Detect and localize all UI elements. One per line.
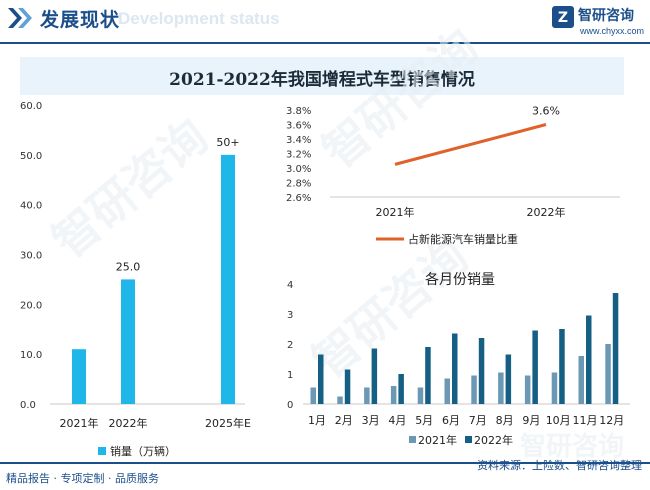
bar-2022	[586, 315, 592, 404]
y-tick-label: 2.6%	[286, 193, 311, 204]
x-tick-label: 11月	[573, 414, 598, 427]
data-label: 25.0	[116, 260, 141, 273]
bar-2021	[471, 375, 477, 404]
legend-label: 2021年	[418, 433, 457, 447]
x-tick-label: 2022年	[527, 205, 566, 219]
bar	[121, 279, 135, 404]
chevron-arrows-icon	[8, 8, 32, 28]
y-tick-label: 3.8%	[286, 106, 311, 117]
watermark-mark: 智研咨询	[312, 19, 488, 179]
y-tick-label: 3.0%	[286, 164, 311, 175]
x-tick-label: 6月	[442, 414, 460, 427]
y-tick-label: 3.2%	[286, 150, 311, 161]
legend-swatch	[465, 436, 472, 443]
bar-2021	[417, 387, 424, 404]
y-tick-label: 3.4%	[286, 135, 311, 146]
bar-2022	[398, 374, 404, 404]
bar-2022	[559, 329, 565, 404]
x-tick-label: 9月	[522, 414, 540, 427]
bar-2021	[524, 375, 531, 404]
y-tick-label: 50.0	[20, 151, 42, 162]
main-title: 2021-2022年我国增程式车型销售情况	[169, 70, 475, 90]
y-tick-label: 40.0	[20, 201, 42, 212]
footer-source: 资料来源：上险数、智研咨询整理	[477, 459, 642, 472]
x-tick-label: 2月	[335, 414, 353, 427]
x-tick-label: 8月	[496, 414, 514, 427]
y-tick-label: 2	[287, 340, 293, 351]
chart-title: 各月份销量	[425, 272, 495, 288]
ev-share-line-chart: 2.6% 2.8% 3.0% 3.2% 3.4% 3.6% 3.8% 2021年 2022年 3.…	[286, 105, 620, 246]
y-tick-label: 20.0	[20, 300, 42, 311]
x-tick-label: 7月	[469, 414, 487, 427]
legend-swatch	[409, 436, 416, 443]
bar-2022	[344, 369, 351, 404]
y-tick-label: 1	[287, 370, 293, 381]
watermark-mark: 智研咨询	[302, 229, 478, 389]
bar	[72, 349, 86, 404]
y-tick-label: 0.0	[20, 400, 36, 411]
bar-2021	[498, 372, 504, 404]
y-tick-label: 2.8%	[286, 179, 311, 190]
bar-2022	[478, 338, 485, 404]
page-title: 发展现状	[40, 9, 121, 31]
brand-url: www.chyxx.com	[580, 26, 645, 36]
y-tick-label: 10.0	[20, 350, 42, 361]
y-tick-label: 3	[287, 310, 293, 321]
x-tick-label: 10月	[546, 414, 571, 427]
watermark-mark: 智研咨询	[42, 109, 218, 269]
svg-text:Z: Z	[558, 10, 568, 26]
bar-2021	[578, 356, 584, 404]
y-tick-label: 3.6%	[286, 121, 311, 132]
monthly-sales-bar-chart: 各月份销量 0 1 2 3 4 1月 2月 3月 4月 5月 6月 7月 8月 9月 10月 11月 12月 202…	[287, 272, 630, 447]
bar-2022	[452, 333, 458, 404]
data-label: 50+	[216, 136, 239, 149]
y-tick-label: 60.0	[20, 101, 42, 112]
x-tick-label: 5月	[415, 414, 433, 427]
x-tick-label: 1月	[308, 414, 326, 427]
bar-2022	[612, 293, 619, 404]
watermark-mark: 智研咨询	[520, 431, 624, 462]
series-line	[394, 123, 547, 166]
brand-name: 智研咨询	[578, 8, 634, 24]
footer-slogan: 精品报告 · 专项定制 · 品质服务	[6, 472, 159, 485]
x-tick-label: 2021年	[376, 205, 415, 219]
x-tick-label: 2022年	[109, 416, 148, 430]
y-tick-label: 0	[287, 400, 293, 411]
y-tick-label: 4	[287, 280, 293, 291]
bar-2021	[364, 387, 370, 404]
legend-label: 占新能源汽车销量比重	[408, 232, 518, 246]
bar-2022	[425, 347, 431, 404]
bar-2021	[337, 396, 343, 404]
x-tick-label: 2021年	[60, 416, 99, 430]
bar-2021	[551, 372, 558, 404]
bar-2022	[532, 330, 538, 404]
header-ghost-text: Development status	[118, 9, 280, 28]
page-header: Development status 发展现状 Z 智研咨询 www.chyxx…	[0, 0, 650, 44]
header-divider	[0, 42, 650, 44]
brand-logo-icon: Z	[552, 6, 574, 28]
bar-2021	[444, 378, 450, 404]
x-tick-label: 4月	[388, 414, 406, 427]
legend-swatch	[98, 447, 106, 455]
y-tick-label: 30.0	[20, 251, 42, 262]
bar-2022	[505, 354, 512, 404]
annual-sales-bar-chart: 0.0 10.0 20.0 30.0 40.0 50.0 60.0 2021年 2022年 25.…	[20, 101, 251, 458]
chart-title-band: 2021-2022年我国增程式车型销售情况	[20, 57, 624, 95]
bar	[221, 154, 235, 404]
data-label: 3.6%	[532, 105, 560, 118]
bar-2021	[310, 387, 316, 404]
legend-label: 销量（万辆）	[110, 444, 176, 458]
legend-label: 2022年	[474, 433, 513, 447]
x-tick-label: 3月	[362, 414, 380, 427]
bar-2021	[605, 344, 611, 404]
bar-2021	[390, 386, 397, 404]
x-tick-label: 2025年E	[205, 416, 251, 430]
footer-divider	[0, 462, 650, 464]
bar-2022	[371, 348, 378, 404]
x-tick-label: 12月	[599, 414, 624, 427]
bar-2022	[318, 354, 324, 404]
